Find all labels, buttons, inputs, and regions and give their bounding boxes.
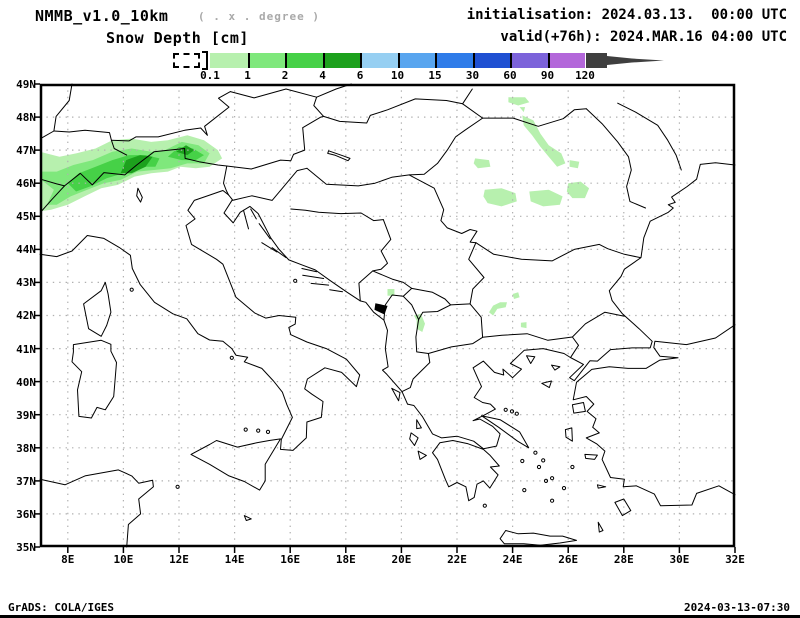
lat-tick-label: 41N xyxy=(16,342,36,356)
lat-tick-label: 38N xyxy=(16,441,36,455)
lat-tick-label: 44N xyxy=(16,243,36,257)
snow-patch xyxy=(176,145,195,156)
lat-tick-label: 35N xyxy=(16,540,36,554)
lon-tick-label: 20E xyxy=(391,553,412,566)
lon-tick-label: 12E xyxy=(169,553,189,566)
legend-edge-label: 120 xyxy=(575,69,595,82)
legend-box xyxy=(210,53,248,68)
lat-tick-label: 46N xyxy=(16,177,36,191)
map-frame-and-ticks xyxy=(34,83,736,553)
valid-time: valid(+76h): 2024.MAR.16 04:00 UTC xyxy=(500,29,787,45)
legend-color-bar xyxy=(210,53,585,68)
lon-tick-label: 24E xyxy=(502,553,523,566)
legend-edge-label: 60 xyxy=(503,69,517,82)
legend-box xyxy=(472,53,510,68)
legend-edge-label: 30 xyxy=(465,69,480,82)
lon-tick-label: 26E xyxy=(558,553,579,566)
snow-patch xyxy=(512,292,520,299)
snow-patch xyxy=(569,160,580,169)
bottom-edge-strip xyxy=(0,615,800,618)
legend-box xyxy=(360,53,398,68)
lat-tick-label: 49N xyxy=(16,78,36,91)
lat-tick-label: 48N xyxy=(16,111,36,125)
legend-box xyxy=(397,53,435,68)
snow-patch xyxy=(483,188,517,207)
legend-box xyxy=(322,53,360,68)
snow-patch xyxy=(520,322,527,329)
snow-patch xyxy=(387,289,395,296)
country-borders xyxy=(40,83,682,393)
lat-tick-label: 37N xyxy=(16,474,36,488)
grid-resolution-note: ( . x . degree ) xyxy=(198,10,320,23)
snow-patch xyxy=(522,115,566,167)
lon-tick-label: 14E xyxy=(224,553,245,566)
legend-edge-label: 10 xyxy=(390,69,405,82)
grads-attribution: GrADS: COLA/IGES xyxy=(8,601,114,614)
legend-overflow-arrow xyxy=(586,53,664,68)
variable-title: Snow Depth [cm] xyxy=(106,29,249,47)
lon-tick-label: 22E xyxy=(447,553,467,566)
initialisation-time: initialisation: 2024.03.13. 00:00 UTC xyxy=(466,7,787,23)
coastlines xyxy=(39,150,736,548)
lat-tick-label: 39N xyxy=(16,408,36,422)
map-plot-area xyxy=(34,83,736,553)
map-svg xyxy=(34,83,736,553)
legend-edge-label: 1 xyxy=(244,69,251,82)
snow-patch xyxy=(519,107,526,113)
lon-tick-label: 10E xyxy=(113,553,134,566)
snow-patch xyxy=(529,189,563,207)
snow-depth-shading xyxy=(40,97,590,332)
legend-box xyxy=(510,53,548,68)
lat-tick-label: 45N xyxy=(16,210,36,224)
lon-tick-label: 18E xyxy=(335,553,356,566)
snow-patch xyxy=(508,97,530,106)
lon-tick-label: 8E xyxy=(61,553,75,566)
creation-timestamp: 2024-03-13-07:30 xyxy=(684,601,790,614)
lon-tick-label: 16E xyxy=(280,553,301,566)
snow-patch xyxy=(473,158,491,169)
legend-edge-label: 2 xyxy=(281,69,289,82)
legend-below-minimum-box xyxy=(173,53,200,68)
snow-patch xyxy=(413,313,425,332)
snow-patch xyxy=(566,181,590,199)
lon-tick-label: 28E xyxy=(613,553,634,566)
lat-tick-label: 40N xyxy=(16,375,36,389)
lon-tick-label: 32E xyxy=(725,553,745,566)
legend-edge-label: 0.1 xyxy=(200,69,220,82)
legend-box xyxy=(435,53,473,68)
lat-tick-label: 43N xyxy=(16,276,36,290)
legend-bracket xyxy=(202,51,208,70)
legend-edge-label: 6 xyxy=(356,69,364,82)
lat-tick-label: 36N xyxy=(16,507,36,521)
legend-box xyxy=(547,53,585,68)
lat-tick-label: 47N xyxy=(16,144,36,158)
lat-tick-label: 42N xyxy=(16,309,36,323)
model-title: NMMB_v1.0_10km xyxy=(35,7,169,25)
snow-patch xyxy=(489,302,507,316)
legend-box xyxy=(247,53,285,68)
legend-edge-label: 15 xyxy=(428,69,442,82)
legend-box xyxy=(285,53,323,68)
lon-tick-label: 30E xyxy=(669,553,690,566)
legend-edge-label: 90 xyxy=(540,69,555,82)
snow-patch xyxy=(120,155,153,174)
legend-edge-label: 4 xyxy=(319,69,326,82)
